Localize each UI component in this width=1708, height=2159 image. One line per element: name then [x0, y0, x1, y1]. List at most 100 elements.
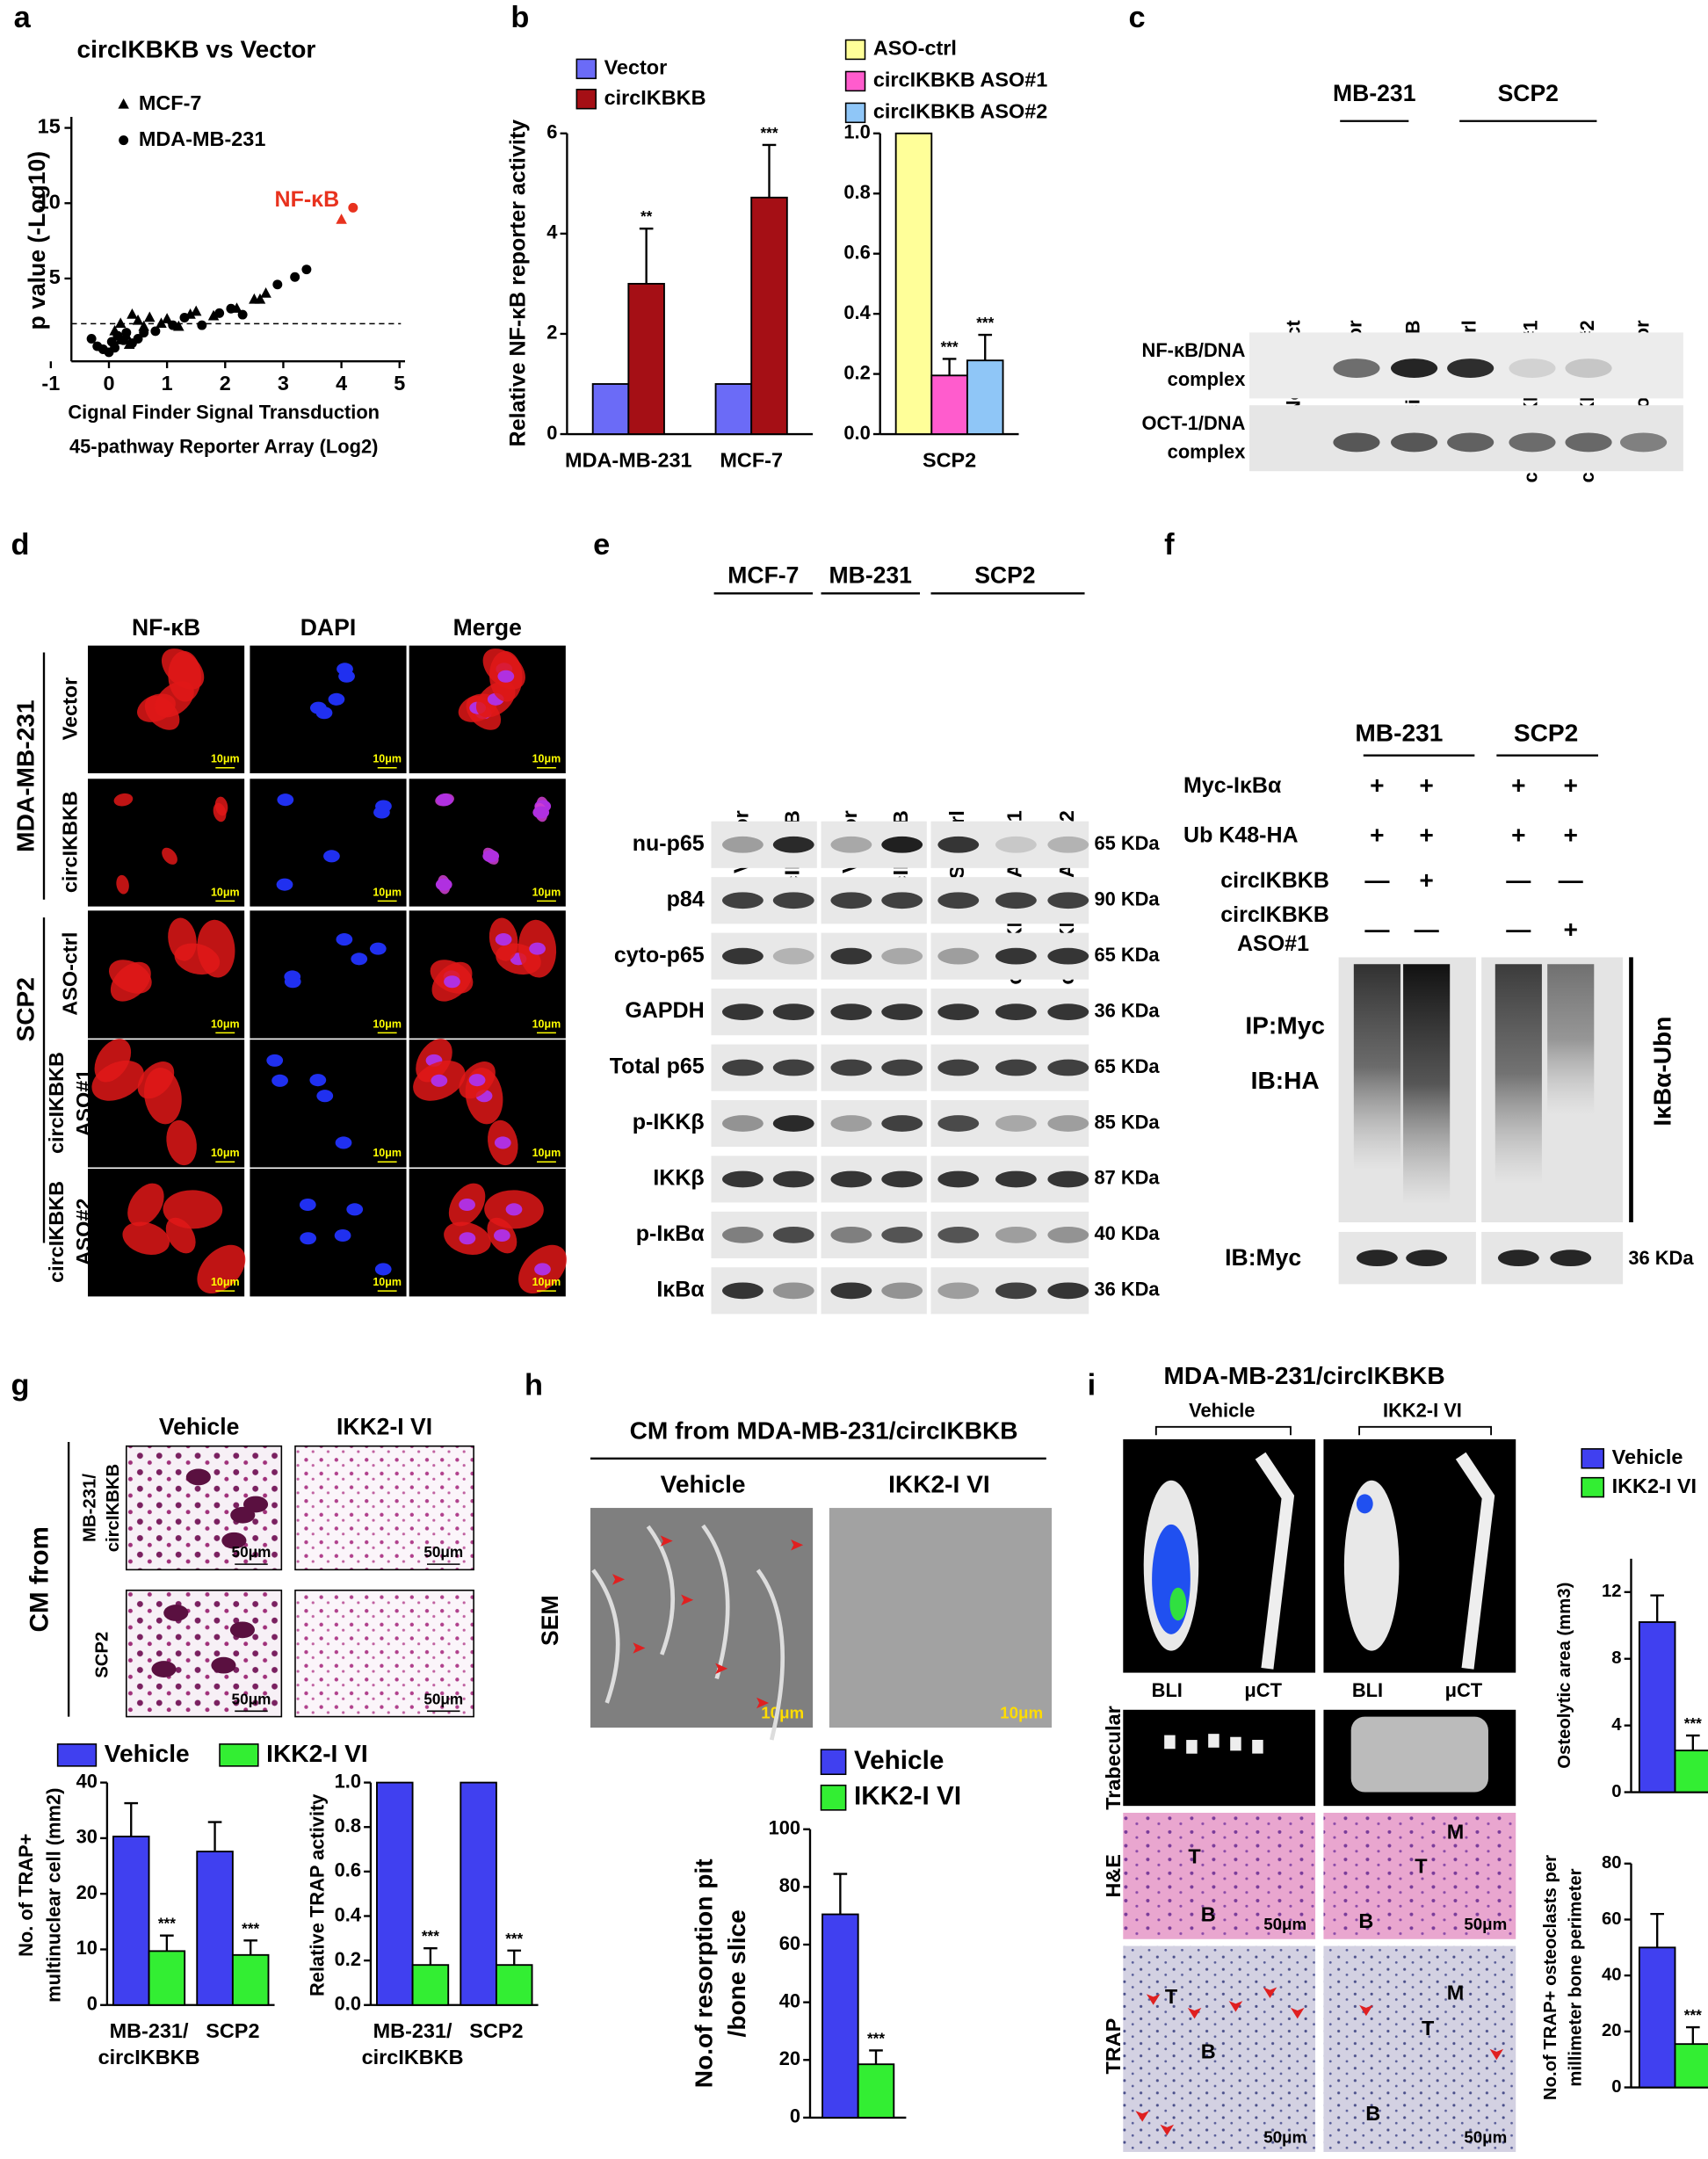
label: CM from: [25, 1526, 54, 1632]
band: [995, 947, 1037, 965]
nucleus: [316, 1090, 334, 1103]
arrow: [1160, 2124, 1175, 2136]
legend-swatch: [820, 1784, 847, 1811]
point: [132, 314, 144, 325]
arrow: [633, 1642, 646, 1654]
band: [830, 947, 872, 965]
error-bar: [833, 1873, 848, 1915]
cell: [168, 917, 197, 961]
label: IKK2-I VI: [888, 1470, 990, 1497]
point: [138, 320, 149, 331]
error-bar: [243, 1939, 258, 1955]
band: [721, 1170, 764, 1188]
label: cyto-p65: [614, 943, 705, 967]
label: circIKBKB: [45, 1181, 68, 1283]
band: [881, 892, 923, 909]
error-bar: [978, 333, 993, 361]
nucleus: [323, 850, 340, 863]
scale-bar-label: 10μm: [373, 886, 402, 898]
legend-label: Vehicle: [105, 1740, 190, 1767]
scale-bar-label: 10μm: [373, 1147, 402, 1159]
band: [1047, 892, 1089, 909]
bli-signal: [1169, 1587, 1187, 1621]
legend-swatch: [1581, 1448, 1605, 1469]
point: [114, 317, 127, 329]
bar: [1674, 1750, 1708, 1793]
band: [1047, 1227, 1089, 1243]
nucleus: [459, 1232, 476, 1245]
arrow: [660, 1535, 673, 1547]
osteoclast: [211, 1656, 236, 1674]
label: —: [1506, 866, 1531, 894]
label: +: [1419, 772, 1433, 799]
bli-signal: [1356, 1494, 1373, 1514]
bar: [411, 1964, 450, 2006]
bar: [196, 1851, 234, 2006]
bar: [627, 282, 665, 435]
label: —: [1364, 916, 1390, 943]
legend-swatch: [1581, 1476, 1605, 1498]
tissue-label: T: [1165, 1985, 1178, 2008]
bar: [821, 1913, 859, 2119]
nucleus: [309, 701, 327, 714]
band: [881, 836, 923, 853]
point: [156, 317, 167, 329]
band: [1047, 1282, 1089, 1300]
nucleus: [534, 1263, 551, 1276]
band: [830, 892, 872, 909]
legend-label: ASO-ctrl: [873, 37, 957, 60]
band: [721, 947, 764, 965]
label: MB-231: [1333, 80, 1416, 106]
scale-bar-label: 50μm: [423, 1690, 463, 1707]
x-tick-label: -1: [41, 372, 60, 395]
nucleus: [300, 1232, 317, 1245]
bar: [460, 1781, 497, 2006]
arrow: [756, 1697, 770, 1709]
band: [772, 1282, 814, 1300]
band: [995, 1170, 1037, 1188]
point: [197, 320, 207, 330]
trabecula: [1252, 1739, 1263, 1754]
label: MDA-MB-231/circIKBKB: [1163, 1362, 1444, 1389]
point: [336, 214, 347, 224]
point: [301, 264, 312, 275]
image: [829, 1508, 1053, 1728]
point: [272, 279, 283, 290]
x-tick-label: circIKBKB: [98, 2046, 200, 2068]
label: +: [1511, 772, 1525, 799]
arrow: [1263, 1987, 1277, 1998]
band: [830, 1227, 872, 1243]
significance-label: ***: [867, 2029, 885, 2047]
point: [144, 311, 156, 322]
band: [1047, 1003, 1089, 1020]
cell: [116, 874, 129, 895]
band: [1406, 1250, 1448, 1267]
point: [290, 272, 300, 282]
cell: [91, 1060, 144, 1101]
band: [772, 1003, 814, 1020]
label: 65 KDa: [1094, 944, 1160, 966]
band: [1550, 1250, 1592, 1267]
label: +: [1419, 866, 1433, 894]
nucleus: [529, 942, 546, 955]
error-bar: [869, 2049, 883, 2065]
label: ASO-ctrl: [58, 932, 81, 1016]
cell: [163, 1190, 223, 1229]
x-tick-label: MCF-7: [720, 448, 783, 471]
label: —: [1506, 916, 1531, 943]
scale-bar-label: 10μm: [761, 1703, 804, 1721]
image: [294, 1445, 474, 1571]
tissue-label: B: [1201, 1902, 1216, 1925]
y-axis-label: No. of TRAP+: [15, 1834, 37, 1957]
tissue-label: B: [1358, 1909, 1373, 1932]
x-axis-label: 45-pathway Reporter Array (Log2): [69, 435, 378, 457]
band: [721, 1059, 764, 1076]
band: [1565, 432, 1612, 453]
label: SCP2: [12, 977, 40, 1041]
arrow: [1146, 1994, 1161, 2005]
ridge: [591, 1569, 620, 1704]
band: [881, 1282, 923, 1300]
nucleus: [436, 793, 453, 807]
label: circIKBKB: [1220, 868, 1329, 893]
